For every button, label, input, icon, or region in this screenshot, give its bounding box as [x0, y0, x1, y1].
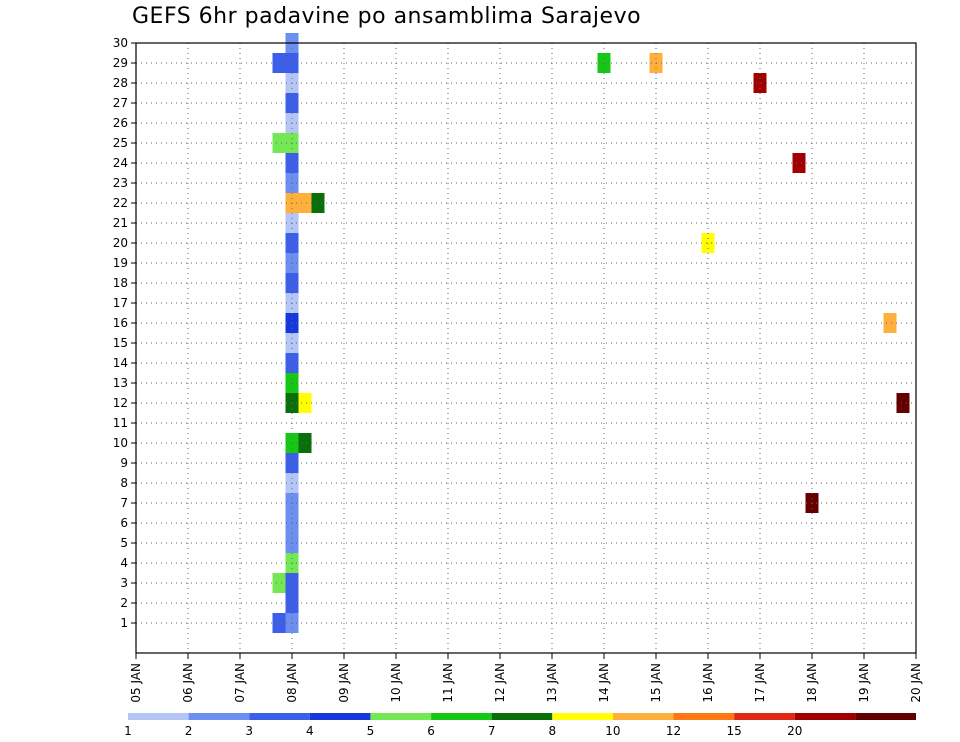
colorbar-swatch	[794, 713, 856, 720]
precip-cell	[272, 613, 286, 633]
colorbar-swatch	[491, 713, 553, 720]
colorbar-label: 5	[367, 724, 375, 738]
colorbar-label: 4	[306, 724, 314, 738]
chart-title: GEFS 6hr padavine po ansamblima Sarajevo	[132, 4, 642, 29]
y-tick-label: 14	[113, 356, 128, 370]
x-tick-label: 09 JAN	[337, 663, 351, 703]
x-tick-label: 12 JAN	[493, 663, 507, 703]
y-tick-label: 8	[120, 476, 128, 490]
y-tick-label: 25	[113, 136, 128, 150]
precip-cell	[792, 153, 806, 173]
y-tick-label: 21	[113, 216, 128, 230]
precip-cell	[298, 433, 312, 453]
colorbar-label: 1	[124, 724, 132, 738]
precip-cell	[311, 193, 325, 213]
colorbar-swatch	[249, 713, 310, 720]
y-tick-label: 15	[113, 336, 128, 350]
x-tick-label: 19 JAN	[857, 663, 871, 703]
y-tick-label: 18	[113, 276, 128, 290]
x-tick-label: 17 JAN	[753, 663, 767, 703]
y-tick-label: 26	[113, 116, 128, 130]
colorbar-label: 6	[427, 724, 435, 738]
y-tick-label: 29	[113, 56, 128, 70]
x-tick-label: 08 JAN	[285, 663, 299, 703]
x-tick-label: 05 JAN	[129, 663, 143, 703]
y-tick-label: 27	[113, 96, 128, 110]
y-tick-label: 1	[120, 616, 128, 630]
colorbar-swatch	[612, 713, 674, 720]
y-tick-label: 10	[113, 436, 128, 450]
colorbar-label: 12	[666, 724, 681, 738]
y-tick-label: 12	[113, 396, 128, 410]
x-axis: 05 JAN 06 JAN 07 JAN 08 JAN 09 JAN 10 JAN 11 J…	[129, 653, 923, 703]
precip-cell	[883, 313, 897, 333]
y-tick-label: 16	[113, 316, 128, 330]
precip-cell	[298, 393, 312, 413]
x-tick-label: 06 JAN	[181, 663, 195, 703]
colorbar-label: 15	[727, 724, 742, 738]
colorbar-swatch	[128, 713, 189, 720]
plot-frame	[135, 42, 917, 654]
y-tick-label: 19	[113, 256, 128, 270]
y-tick-label: 6	[120, 516, 128, 530]
y-tick-label: 22	[113, 196, 128, 210]
x-tick-label: 13 JAN	[545, 663, 559, 703]
y-tick-label: 11	[113, 416, 128, 430]
x-tick-label: 18 JAN	[805, 663, 819, 703]
x-tick-label: 15 JAN	[649, 663, 663, 703]
y-tick-label: 7	[120, 496, 128, 510]
colorbar-label: 8	[548, 724, 556, 738]
precip-cell	[272, 133, 286, 153]
colorbar-label: 10	[605, 724, 620, 738]
y-tick-label: 17	[113, 296, 128, 310]
colorbar-swatch	[552, 713, 613, 720]
colorbar-label: 7	[488, 724, 496, 738]
y-tick-label: 9	[120, 456, 128, 470]
colorbar-swatch	[370, 713, 432, 720]
colorbar-label: 20	[787, 724, 802, 738]
y-tick-label: 5	[120, 536, 128, 550]
y-tick-label: 3	[120, 576, 128, 590]
x-tick-label: 20 JAN	[909, 663, 923, 703]
x-tick-label: 10 JAN	[389, 663, 403, 703]
precip-cell	[272, 53, 286, 73]
x-tick-label: 07 JAN	[233, 663, 247, 703]
colorbar: 1 2 3 4 5 6 7 8 10 12 15 20	[124, 713, 916, 738]
colorbar-swatch	[309, 713, 371, 720]
colorbar-swatch	[673, 713, 735, 720]
x-tick-label: 11 JAN	[441, 663, 455, 703]
y-tick-label: 24	[113, 156, 128, 170]
colorbar-swatch	[188, 713, 250, 720]
colorbar-label: 3	[245, 724, 253, 738]
x-tick-label: 14 JAN	[597, 663, 611, 703]
plot-border	[135, 42, 917, 654]
precip-cell	[896, 393, 910, 413]
grid-layer	[136, 42, 916, 653]
y-tick-label: 20	[113, 236, 128, 250]
y-tick-label: 30	[113, 36, 128, 50]
y-tick-label: 2	[120, 596, 128, 610]
cells-layer	[272, 33, 910, 633]
y-axis: 1234567891011121314151617181920212223242…	[113, 36, 136, 630]
y-tick-label: 13	[113, 376, 128, 390]
y-tick-label: 4	[120, 556, 128, 570]
precip-cell	[298, 193, 312, 213]
y-tick-label: 28	[113, 76, 128, 90]
y-tick-label: 23	[113, 176, 128, 190]
colorbar-label: 2	[185, 724, 193, 738]
colorbar-swatch	[734, 713, 795, 720]
colorbar-swatch	[431, 713, 492, 720]
colorbar-swatch	[855, 713, 916, 720]
x-tick-label: 16 JAN	[701, 663, 715, 703]
precip-cell	[272, 573, 286, 593]
